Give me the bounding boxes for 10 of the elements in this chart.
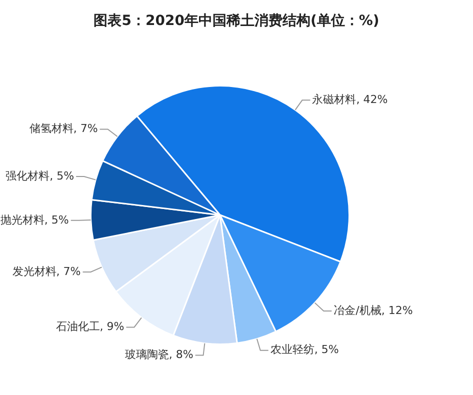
slice-label: 玻璃陶瓷, 8% bbox=[124, 348, 194, 362]
slice-label: 强化材料, 5% bbox=[6, 169, 74, 182]
slice-label: 石油化工, 9% bbox=[56, 320, 124, 334]
slice-label: 冶金/机械, 12% bbox=[334, 304, 413, 317]
slice-label: 农业轻纺, 5% bbox=[270, 343, 339, 356]
slice-label: 发光材料, 7% bbox=[12, 264, 81, 278]
slice-label: 储氢材料, 7% bbox=[29, 122, 98, 136]
chart-title: 图表5：2020年中国稀土消费结构(单位：%) bbox=[92, 12, 380, 30]
slice-label: 永磁材料, 42% bbox=[312, 93, 388, 106]
slice-label: 抛光材料, 5% bbox=[0, 213, 69, 226]
